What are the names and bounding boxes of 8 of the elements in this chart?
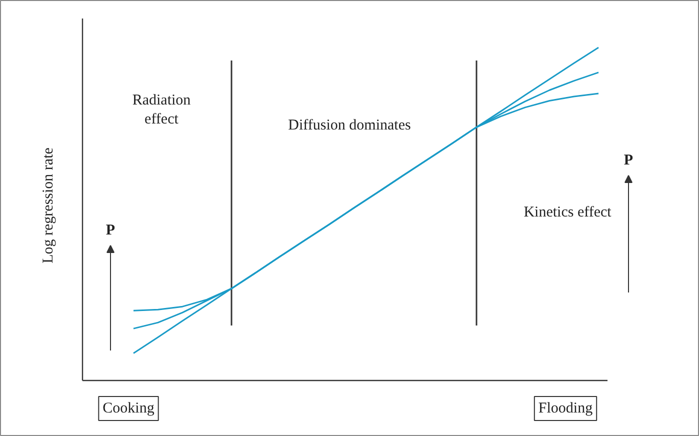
- text: P: [106, 222, 116, 238]
- text: Cooking: [102, 400, 155, 416]
- y-axis-title: Log regression rate: [40, 147, 56, 264]
- text: Flooding: [538, 400, 594, 416]
- annotation: Kinetics effect: [524, 204, 612, 220]
- annotation: Diffusion dominates: [288, 118, 411, 134]
- text: P: [624, 152, 634, 168]
- annotation: Radiation effect: [132, 92, 192, 128]
